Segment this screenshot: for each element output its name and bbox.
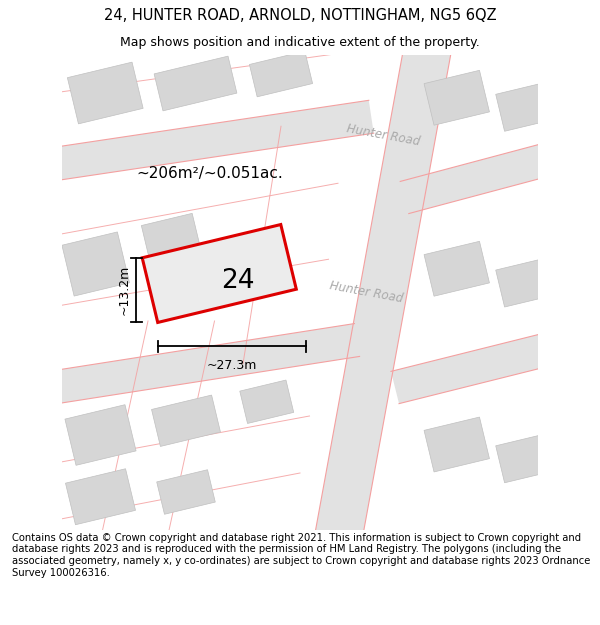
Polygon shape <box>157 470 215 514</box>
Polygon shape <box>496 435 551 482</box>
Polygon shape <box>154 56 237 111</box>
Polygon shape <box>142 213 202 267</box>
Polygon shape <box>496 83 551 131</box>
Polygon shape <box>62 232 130 296</box>
Polygon shape <box>250 51 313 97</box>
Polygon shape <box>391 333 551 404</box>
Text: ~27.3m: ~27.3m <box>206 359 257 372</box>
Text: 24, HUNTER ROAD, ARNOLD, NOTTINGHAM, NG5 6QZ: 24, HUNTER ROAD, ARNOLD, NOTTINGHAM, NG5… <box>104 8 496 23</box>
Polygon shape <box>424 417 490 472</box>
Polygon shape <box>424 241 490 296</box>
Polygon shape <box>424 70 490 125</box>
Text: ~13.2m: ~13.2m <box>118 265 131 315</box>
Polygon shape <box>240 380 294 424</box>
Text: ~206m²/~0.051ac.: ~206m²/~0.051ac. <box>136 166 283 181</box>
Text: 24: 24 <box>221 268 255 294</box>
Polygon shape <box>152 395 220 446</box>
Polygon shape <box>67 62 143 124</box>
Polygon shape <box>50 100 374 181</box>
Polygon shape <box>142 224 296 322</box>
Polygon shape <box>400 143 551 214</box>
Text: Map shows position and indicative extent of the property.: Map shows position and indicative extent… <box>120 36 480 49</box>
Polygon shape <box>65 405 136 465</box>
Polygon shape <box>496 259 551 307</box>
Text: Contains OS data © Crown copyright and database right 2021. This information is : Contains OS data © Crown copyright and d… <box>12 532 590 578</box>
Text: Hunter Road: Hunter Road <box>329 279 404 306</box>
Polygon shape <box>65 469 136 525</box>
Text: Hunter Road: Hunter Road <box>346 122 421 149</box>
Polygon shape <box>50 324 359 404</box>
Polygon shape <box>314 41 452 544</box>
